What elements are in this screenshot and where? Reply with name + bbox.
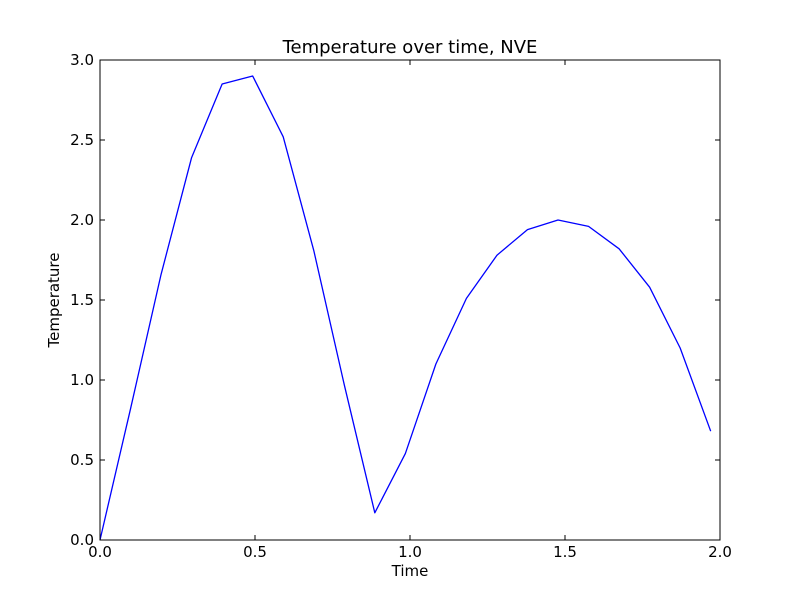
y-tick-label: 2.5: [70, 131, 94, 149]
x-tick-label: 0.0: [88, 543, 112, 561]
y-axis-label: Temperature: [45, 252, 63, 348]
axes: 0.0 0.5 1.0 1.5 2.0 0.0 0.5 1.0 1.5 2.0 2.5 3.0: [70, 51, 732, 561]
y-tick-label: 1.5: [70, 291, 94, 309]
y-tick-label: 2.0: [70, 211, 94, 229]
plot-area: [99, 75, 712, 541]
x-tick-label: 1.5: [553, 543, 577, 561]
y-tick-label: 1.0: [70, 371, 94, 389]
x-axis-label: Time: [391, 562, 429, 580]
x-tick-label: 0.5: [243, 543, 267, 561]
x-tick-label: 1.0: [398, 543, 422, 561]
x-tick-label: 2.0: [708, 543, 732, 561]
plot-frame: [99, 59, 721, 541]
y-tick-label: 0.5: [70, 451, 94, 469]
chart-title: Temperature over time, NVE: [282, 37, 538, 58]
y-tick-label: 0.0: [70, 531, 94, 549]
series-line-0: [99, 75, 712, 541]
y-tick-label: 3.0: [70, 51, 94, 69]
